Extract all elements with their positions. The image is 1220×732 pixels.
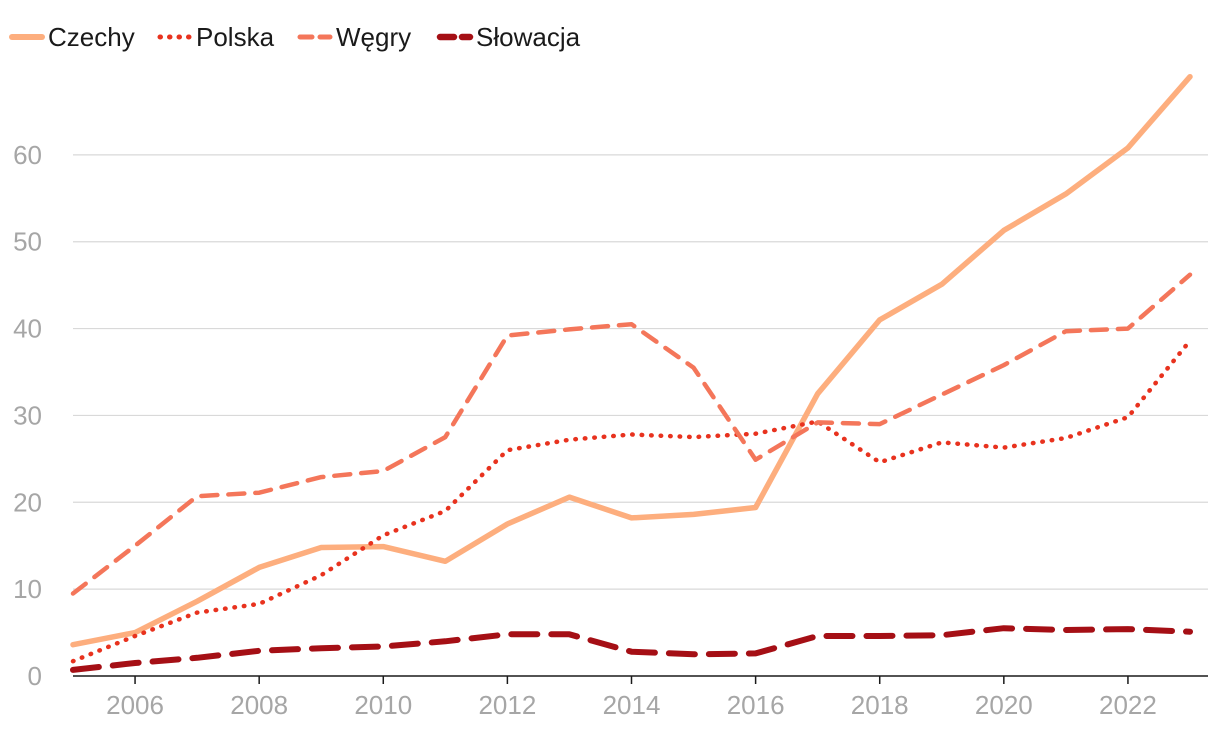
series-lines	[70, 73, 1193, 673]
series-line-czechy	[70, 73, 1193, 648]
x-axis-ticks: 2006 2008 2010 2012 2014 2016 2018 2020 2022	[106, 676, 1157, 720]
series-line-polska	[70, 338, 1193, 664]
series-line-słowacja	[70, 625, 1193, 673]
legend-item: Polska	[157, 22, 275, 52]
y-tick-label: 60	[13, 140, 42, 170]
legend-label: Czechy	[48, 22, 135, 52]
legend: Czechy Polska Węgry Słowacja	[9, 22, 581, 52]
y-tick-label: 50	[13, 227, 42, 257]
y-tick-label: 0	[28, 661, 42, 691]
legend-item: Czechy	[9, 22, 135, 52]
legend-label: Węgry	[336, 22, 411, 52]
legend-item: Węgry	[297, 22, 411, 52]
y-tick-label: 40	[13, 314, 42, 344]
x-tick-label: 2018	[851, 690, 909, 720]
x-tick-label: 2010	[354, 690, 412, 720]
x-tick-label: 2014	[603, 690, 661, 720]
x-tick-label: 2006	[106, 690, 164, 720]
x-tick-label: 2012	[478, 690, 536, 720]
legend-label: Słowacja	[476, 22, 581, 52]
grid-lines	[73, 154, 1208, 590]
legend-label: Polska	[196, 22, 275, 52]
y-tick-label: 30	[13, 400, 42, 430]
y-axis-ticks: 0 10 20 30 40 50 60	[13, 140, 42, 691]
x-tick-label: 2020	[975, 690, 1033, 720]
legend-item: Słowacja	[436, 22, 581, 52]
y-tick-label: 20	[13, 487, 42, 517]
x-tick-label: 2016	[727, 690, 785, 720]
x-tick-label: 2022	[1099, 690, 1157, 720]
x-tick-label: 2008	[230, 690, 288, 720]
series-line-węgry	[70, 272, 1193, 596]
y-tick-label: 10	[13, 574, 42, 604]
